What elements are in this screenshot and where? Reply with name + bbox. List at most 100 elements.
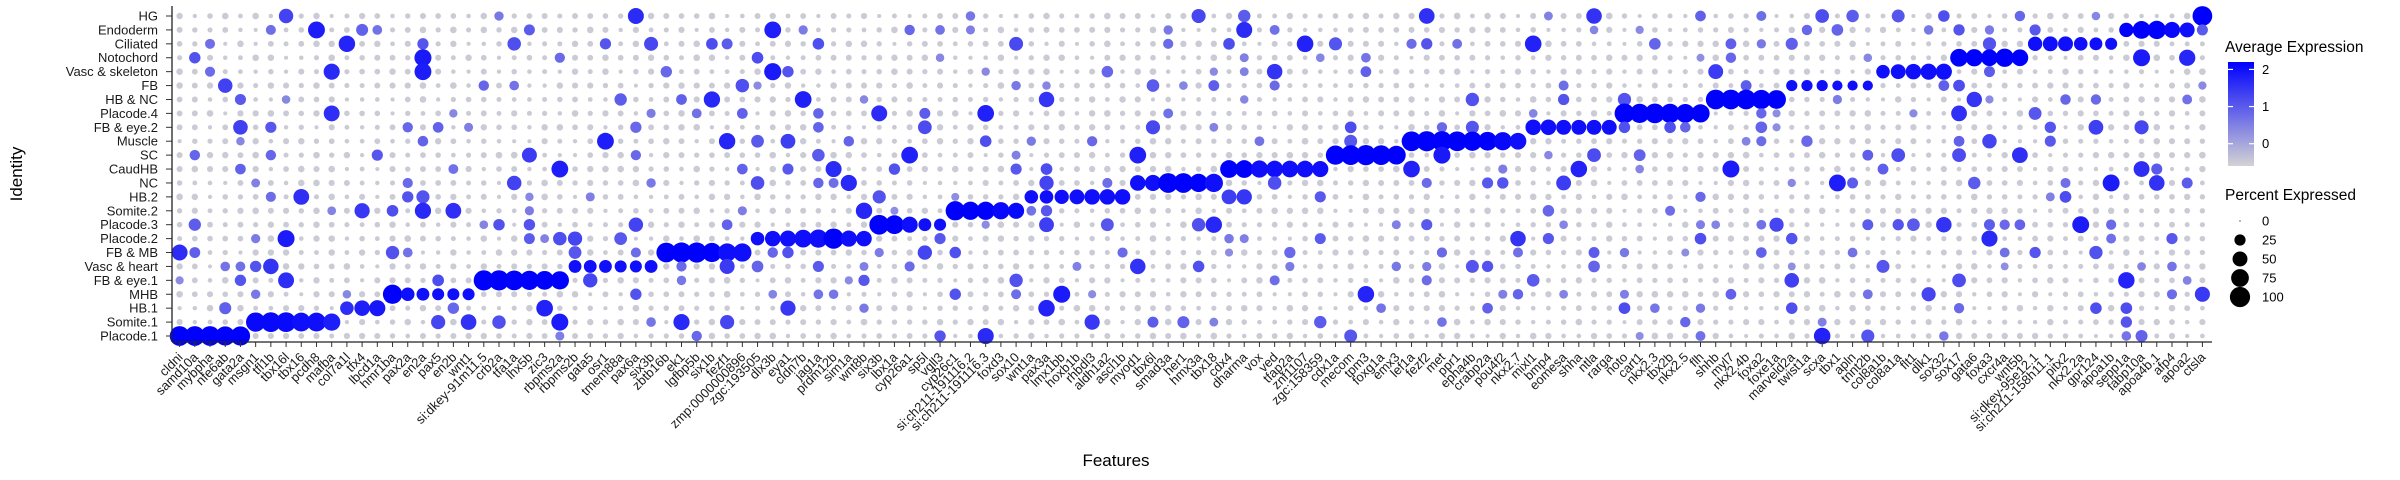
y-tick-label: MHB [129,287,158,302]
dot [1560,40,1567,47]
dot [1423,193,1430,201]
size-legend-label: 50 [2262,252,2276,267]
dot [815,319,822,325]
dot [192,305,198,311]
dot [2017,207,2023,214]
dot [1114,189,1131,205]
dot [177,306,182,311]
dot [2047,318,2054,326]
dot [693,207,700,215]
dot [1880,249,1886,256]
dot [1028,221,1035,228]
dot [660,65,673,78]
dot [572,332,579,340]
dot [2047,208,2053,214]
dot [1955,318,1963,326]
dot [1617,92,1632,107]
dot [2062,319,2069,325]
dot [506,175,522,191]
dot [1804,40,1810,47]
dot [1220,160,1238,178]
dot [1712,82,1719,89]
dot [1317,124,1323,130]
dot [1332,55,1339,61]
dot [2166,233,2178,245]
dot [1971,277,1978,284]
dot [1591,96,1597,103]
dot [617,82,624,89]
dot [1074,27,1080,33]
dot [2138,318,2145,326]
dot [1722,160,1740,178]
dot [276,312,296,332]
dot [1576,333,1582,339]
dot [1089,26,1096,33]
dot [861,291,867,297]
dot [2060,94,2071,105]
dot [1758,277,1765,284]
dot [298,40,305,47]
dot [1226,291,1232,297]
dot [1756,219,1767,230]
dot [1712,235,1719,242]
dot [860,193,868,201]
dot [1393,318,1400,326]
dot [1925,221,1932,228]
y-tick-label: Somite.2 [107,203,158,218]
dot [740,306,745,311]
dot [1727,124,1734,131]
dot [416,287,430,301]
dot [1454,207,1461,214]
dot [949,288,961,300]
dot [583,273,598,288]
dot [405,222,410,227]
dot [723,82,731,89]
dot [965,11,976,21]
dot [983,27,989,33]
dot [1145,120,1161,135]
dot [2016,304,2024,312]
dot [1742,40,1750,48]
dot [830,151,837,159]
dot [1038,91,1055,108]
dot [1013,55,1019,60]
dot [583,260,597,273]
dot [891,26,898,34]
dot [1363,264,1369,269]
dot [521,147,537,163]
dot [1880,333,1886,339]
dot [572,180,578,186]
dot [2138,40,2145,47]
dot [1849,110,1856,117]
dot [922,194,928,200]
dot [283,180,289,186]
dot [2167,261,2177,272]
dot [205,38,216,49]
dot [404,68,411,75]
dot [2062,207,2069,214]
dot [952,319,958,325]
dot [359,54,365,61]
dot [2108,55,2114,60]
dot [496,194,502,199]
dot [1084,314,1100,330]
size-legend-label: 0 [2262,214,2269,229]
dot [1074,278,1079,283]
size-legend-dot [2234,234,2246,246]
dot [644,260,658,273]
dot [1894,96,1902,103]
dot [1317,263,1324,270]
dot [1680,122,1691,133]
dot [1447,131,1468,152]
dot [1880,277,1886,283]
dot [632,304,640,312]
dot [1590,291,1598,298]
dot [633,96,639,103]
dot [1439,54,1445,61]
dot [1225,12,1233,20]
dot [1026,136,1036,146]
dot [1575,318,1583,326]
dot [2063,55,2068,60]
dot [2062,333,2069,339]
dot [176,180,183,186]
